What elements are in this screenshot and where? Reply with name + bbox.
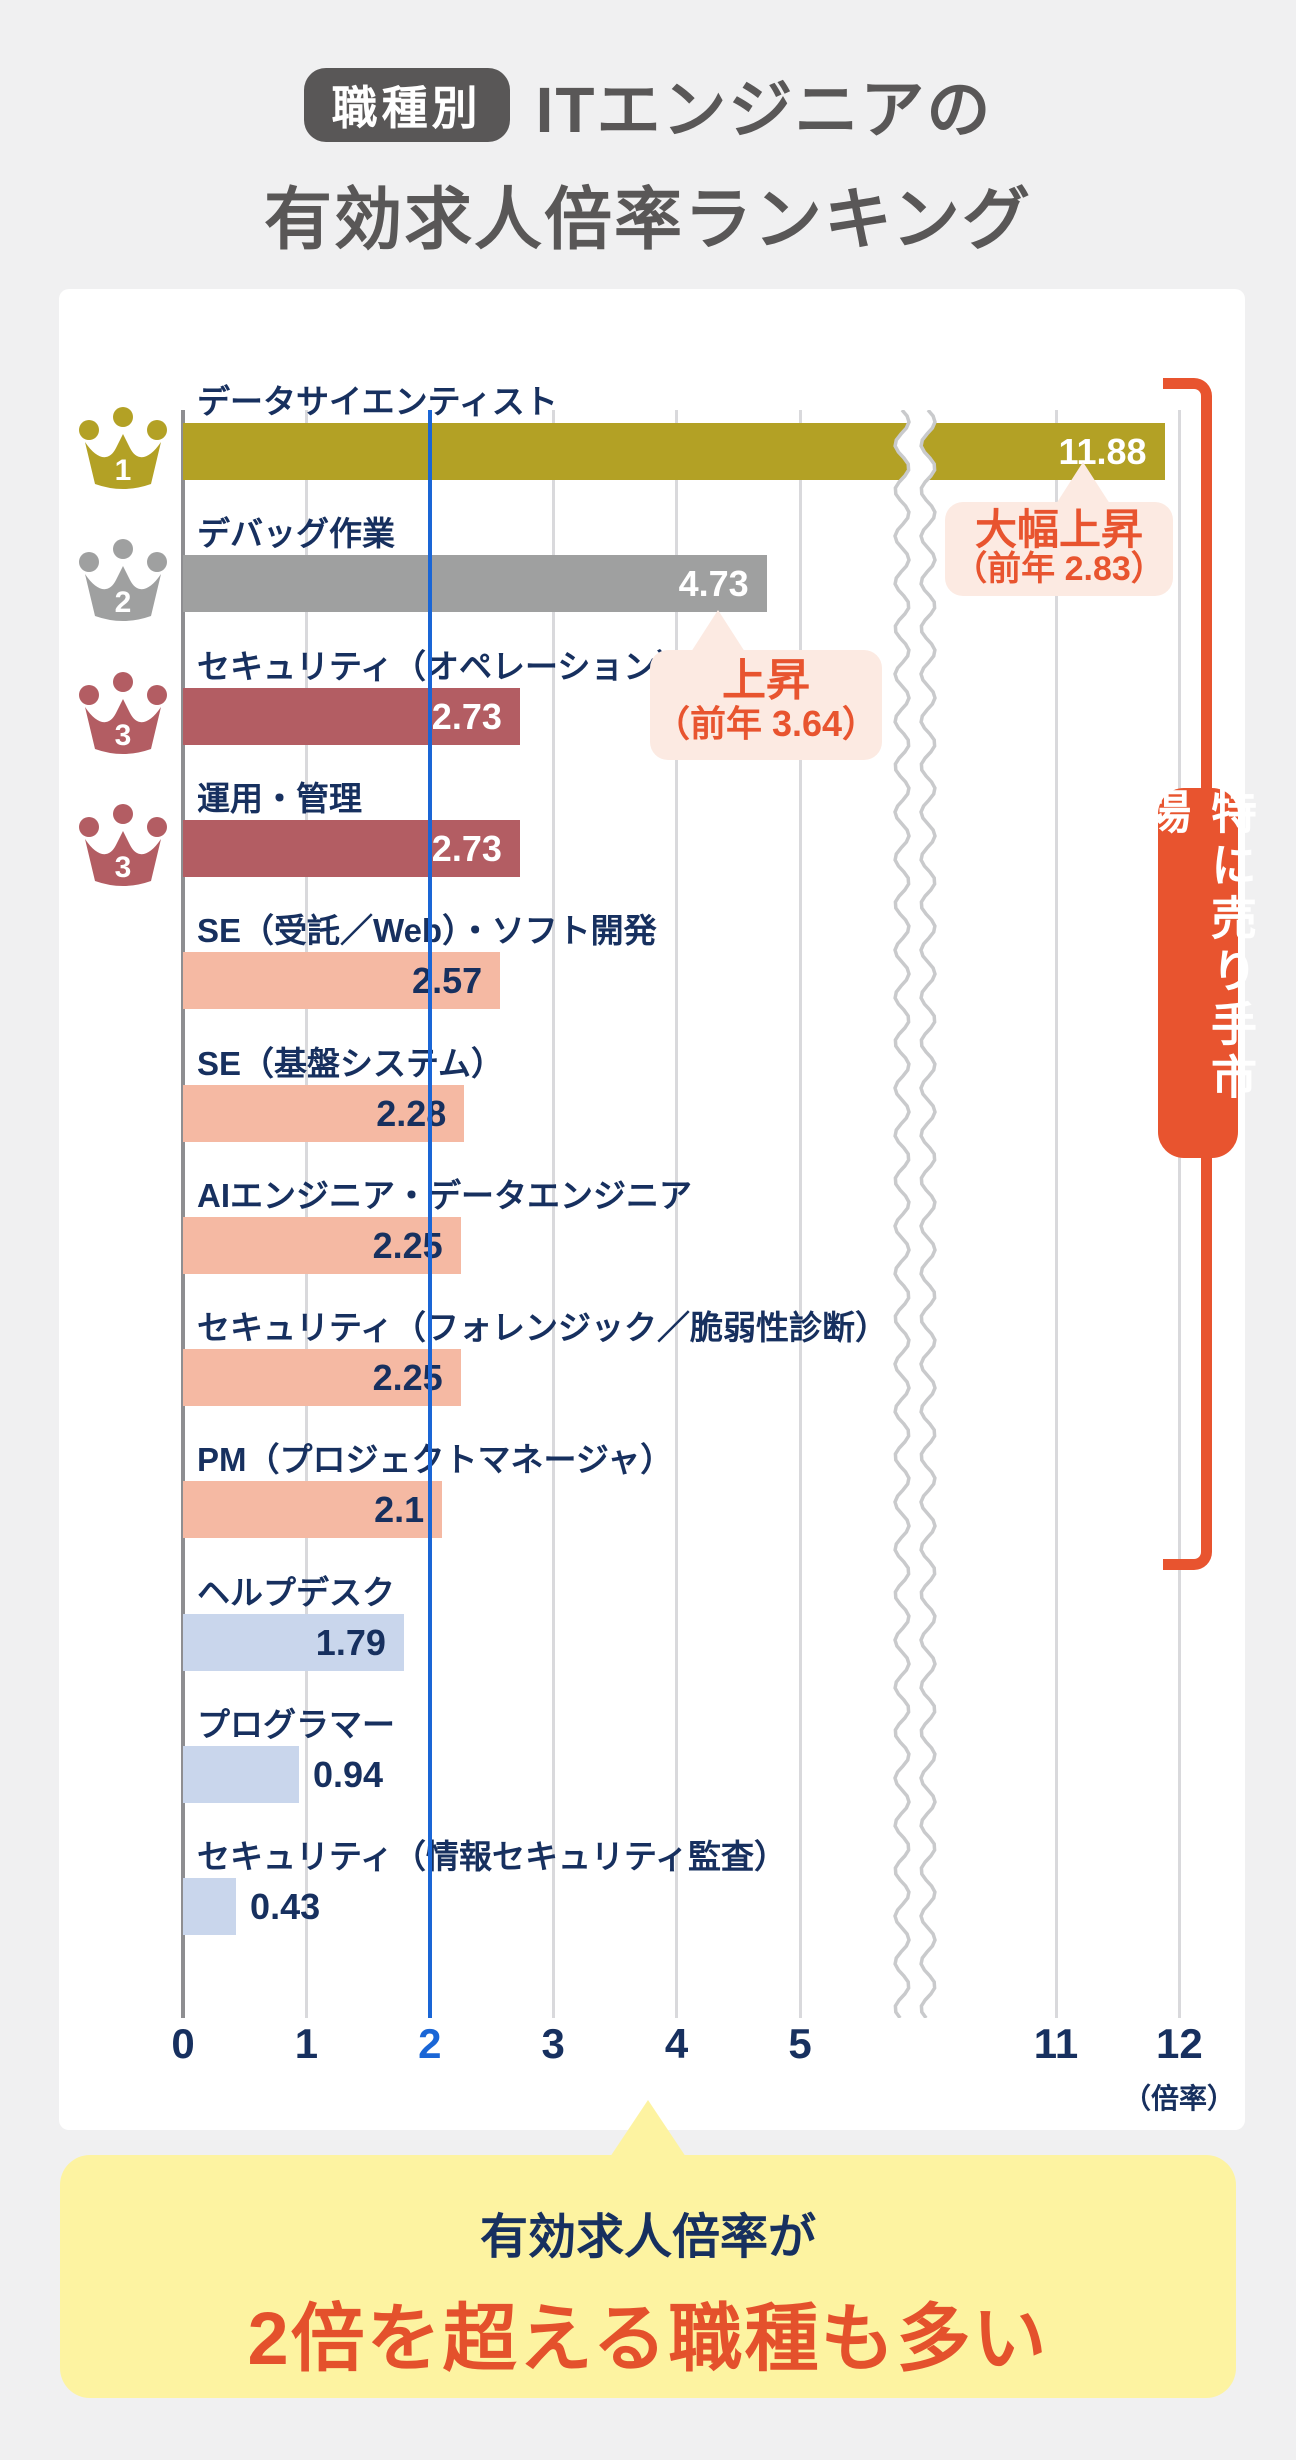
gridline (798, 410, 802, 2018)
bar (183, 819, 520, 877)
highlight-gridline (427, 410, 432, 2018)
callout-rise: 上昇 （前年 3.64） (650, 650, 882, 760)
axis-tick-12: 12 (1156, 2020, 1203, 2067)
footer-line-1: 有効求人倍率が (479, 2211, 816, 2264)
bar-value: 2.1 (374, 1489, 425, 1531)
crown-rank-3-icon: 3 (75, 671, 171, 761)
bar-label: 運用・管理 (197, 779, 362, 817)
callout-pointer-up-icon (691, 610, 745, 652)
bar-label: プログラマー (197, 1706, 395, 1743)
crown-rank-1-icon: 1 (75, 406, 171, 496)
footer-note: 有効求人倍率が 2倍を超える職種も多い (60, 2155, 1236, 2398)
bar-value: 0.94 (312, 1754, 384, 1795)
bar-value: 2.73 (431, 827, 502, 869)
bar-label: セキュリティ（オペレーション） (197, 647, 690, 685)
bar-value: 2.25 (372, 1357, 443, 1399)
axis-zero-line (181, 410, 185, 2018)
gridline (551, 410, 555, 2018)
chart-panel: データサイエンティスト 11.88 1 デバッグ作業 4.73 2 セキュリティ（オペレーシ… (59, 289, 1257, 2130)
axis-tick-4: 4 (664, 2020, 689, 2067)
bar-value: 4.73 (678, 563, 749, 605)
bar (183, 423, 1165, 480)
bar-value: 2.57 (412, 960, 483, 1002)
bar (183, 555, 767, 613)
bar (183, 1746, 299, 1803)
title-line-2: 有効求人倍率ランキング (264, 182, 1032, 258)
bar-value: 2.73 (431, 695, 502, 737)
footer-line-2: 2倍を超える職種も多い (247, 2297, 1049, 2380)
bar-label: デバッグ作業 (197, 515, 395, 553)
svg-text:2: 2 (115, 586, 132, 619)
crown-rank-2-icon: 2 (75, 538, 171, 628)
bar (183, 1878, 237, 1936)
bar (183, 952, 501, 1010)
svg-text:3: 3 (115, 851, 132, 884)
bar-label: セキュリティ（フォレンジック／脆弱性診断） (197, 1309, 889, 1347)
bar-label: セキュリティ（情報セキュリティ監査） (197, 1838, 788, 1876)
bar-label: データサイエンティスト (197, 383, 558, 420)
sellers-market-text: 特に売り手市場 (1139, 788, 1257, 1106)
bar (183, 1216, 461, 1274)
callout-subtitle: （前年 2.83） (953, 550, 1165, 589)
axis-tick-0: 0 (171, 2020, 195, 2067)
category-badge: 職種別 (303, 68, 510, 142)
bar (183, 1613, 404, 1671)
title-line-1: 職種別 ITエンジニアの (0, 58, 1296, 152)
callout-pointer-up-icon (1056, 462, 1110, 504)
gridline (1177, 410, 1181, 2018)
bar (183, 1349, 461, 1407)
callout-sharp-rise: 大幅上昇 （前年 2.83） (945, 502, 1173, 596)
bar-value: 11.88 (1058, 431, 1147, 472)
axis-tick-5: 5 (788, 2020, 812, 2067)
callout-subtitle: （前年 3.64） (653, 703, 879, 745)
title-text: ITエンジニアの (535, 74, 993, 146)
axis-break-icon (893, 410, 937, 2018)
gridline (1054, 410, 1058, 2018)
bar (183, 687, 520, 745)
bar-label: PM（プロジェクトマネージャ） (197, 1441, 674, 1479)
bar-value: 0.43 (250, 1886, 321, 1928)
sellers-market-label: 特に売り手市場 (1139, 788, 1257, 1158)
axis-tick-11: 11 (1033, 2020, 1079, 2067)
callout-title: 大幅上昇 (974, 506, 1143, 553)
bar-label: SE（基盤システム） (197, 1044, 505, 1082)
callout-title: 上昇 (722, 656, 810, 705)
footer-pointer-up-icon (610, 2100, 686, 2157)
axis-tick-1: 1 (294, 2020, 319, 2067)
crown-rank-3-icon: 3 (75, 803, 171, 893)
bar (183, 1481, 443, 1539)
bar-value: 2.28 (376, 1092, 447, 1134)
svg-text:3: 3 (115, 719, 132, 752)
gridline (304, 410, 308, 2018)
axis-tick-2: 2 (418, 2020, 442, 2067)
gridline (675, 410, 679, 2018)
svg-text:1: 1 (115, 454, 132, 487)
page-title: 職種別 ITエンジニアの 有効求人倍率ランキング (0, 58, 1296, 263)
bar-label: SE（受託／Web）・ソフト開発 (197, 912, 657, 950)
bar-value: 2.25 (372, 1224, 443, 1266)
bar-label: ヘルプデスク (197, 1573, 395, 1611)
bar (183, 1084, 465, 1142)
bar-value: 1.79 (315, 1621, 386, 1663)
axis-unit-label: （倍率） (1122, 2083, 1235, 2114)
bar-label: AIエンジニア・データエンジニア (197, 1176, 692, 1214)
axis-tick-3: 3 (541, 2020, 565, 2067)
